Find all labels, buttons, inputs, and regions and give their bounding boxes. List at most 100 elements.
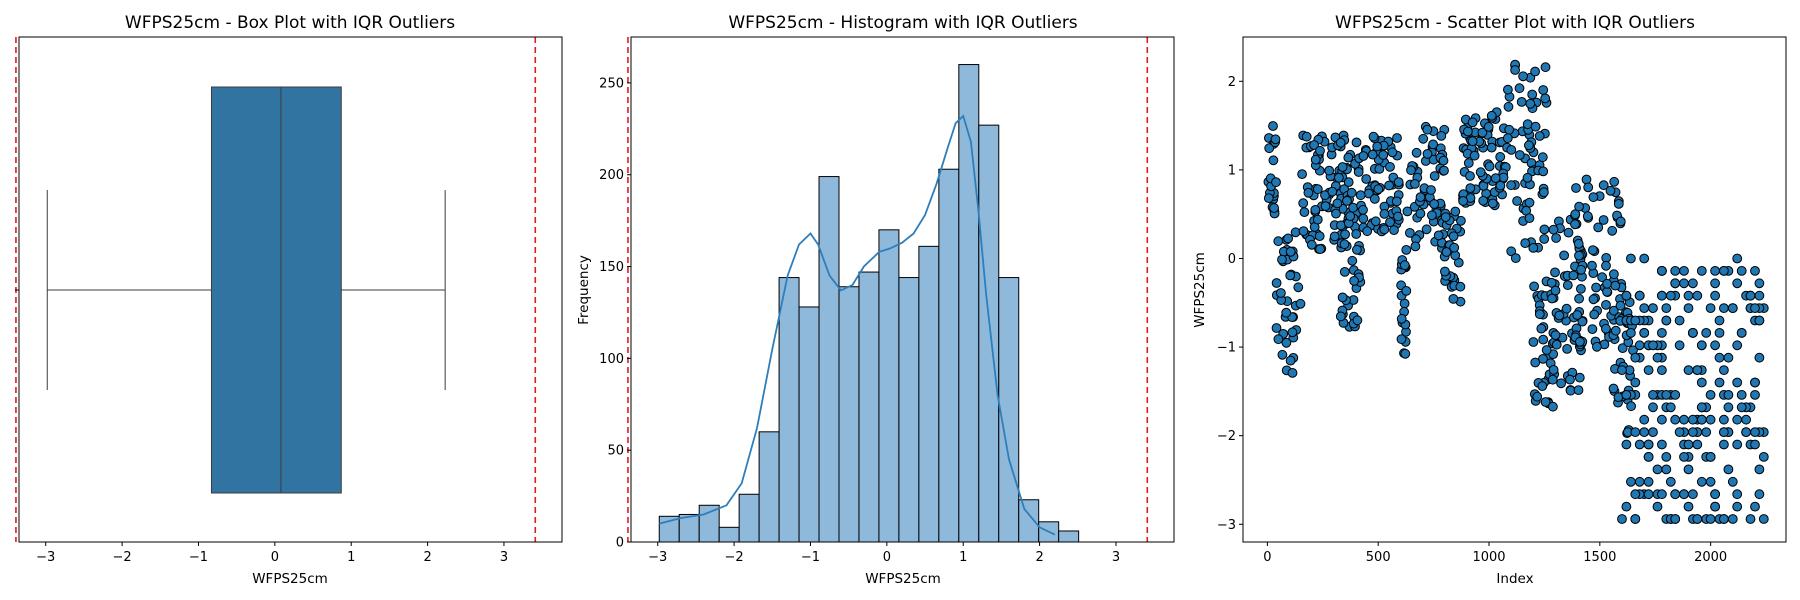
scatter-point: [1702, 329, 1711, 338]
scatter-point: [1572, 184, 1581, 193]
scatter-point: [1411, 242, 1420, 251]
scatter-point: [1359, 206, 1368, 215]
histogram-y-tick-label: 150: [599, 260, 624, 275]
scatter-point: [1649, 403, 1658, 412]
scatter-point: [1671, 515, 1680, 524]
histogram-bar: [939, 169, 959, 542]
scatter-x-label: Index: [1496, 571, 1533, 587]
scatter-point: [1346, 212, 1355, 221]
scatter-point: [1392, 197, 1401, 206]
scatter-point: [1720, 304, 1729, 313]
scatter-point: [1711, 279, 1720, 288]
histogram-bar: [699, 505, 719, 542]
scatter-point: [1466, 184, 1475, 193]
scatter-point: [1640, 254, 1649, 263]
scatter-point: [1394, 212, 1403, 221]
histogram-x-label: WFPS25cm: [865, 571, 941, 587]
scatter-point: [1491, 174, 1500, 183]
scatter-point: [1264, 194, 1273, 203]
scatter-point: [1298, 170, 1307, 179]
scatter-y-tick-label: 1: [1228, 163, 1236, 178]
scatter-point: [1611, 326, 1620, 335]
scatter-point: [1441, 213, 1450, 222]
scatter-point: [1521, 239, 1530, 248]
scatter-point: [1335, 173, 1344, 182]
scatter-point: [1459, 197, 1468, 206]
scatter-point: [1711, 490, 1720, 499]
scatter-point: [1304, 188, 1313, 197]
scatter-point: [1644, 477, 1653, 486]
scatter-point: [1370, 195, 1379, 204]
scatter-point: [1653, 502, 1662, 511]
scatter-point: [1354, 168, 1363, 177]
scatter-point: [1564, 228, 1573, 237]
scatter-point: [1622, 291, 1631, 300]
scatter-point: [1653, 465, 1662, 474]
histogram-x-tick-label: 1: [959, 550, 967, 565]
scatter-point: [1548, 375, 1557, 384]
scatter-title: WFPS25cm - Scatter Plot with IQR Outlier…: [1335, 13, 1695, 33]
scatter-point: [1397, 335, 1406, 344]
scatter-point: [1684, 291, 1693, 300]
scatter-point: [1511, 254, 1520, 263]
scatter-x-tick-label: 0: [1263, 550, 1271, 565]
scatter-x-tick-label: 1000: [1472, 550, 1505, 565]
scatter-point: [1706, 415, 1715, 424]
scatter-point: [1724, 465, 1733, 474]
scatter-point: [1666, 403, 1675, 412]
scatter-point: [1531, 67, 1540, 76]
scatter-point: [1662, 316, 1671, 325]
scatter-axes-frame: [1243, 37, 1786, 542]
scatter-point: [1566, 375, 1575, 384]
scatter-point: [1407, 166, 1416, 175]
scatter-point: [1728, 304, 1737, 313]
scatter-point: [1724, 403, 1733, 412]
scatter-point: [1715, 378, 1724, 387]
scatter-point: [1737, 329, 1746, 338]
scatter-point: [1614, 200, 1623, 209]
scatter-point: [1671, 415, 1680, 424]
scatter-point: [1742, 428, 1751, 437]
histogram-x-tick-label: −1: [801, 550, 820, 565]
scatter-point: [1574, 239, 1583, 248]
scatter-point: [1338, 293, 1347, 302]
scatter-point: [1649, 304, 1658, 313]
scatter-point: [1400, 261, 1409, 270]
scatter-point: [1697, 415, 1706, 424]
scatter-point: [1525, 198, 1534, 207]
scatter-point: [1751, 428, 1760, 437]
scatter-point: [1359, 214, 1368, 223]
scatter-point: [1529, 244, 1538, 253]
scatter-point: [1540, 188, 1549, 197]
boxplot-title: WFPS25cm - Box Plot with IQR Outliers: [125, 13, 455, 33]
scatter-point: [1555, 311, 1564, 320]
scatter-point: [1328, 187, 1337, 196]
boxplot-x-tick-label: 1: [347, 550, 355, 565]
scatter-point: [1702, 428, 1711, 437]
scatter-point: [1284, 234, 1293, 243]
scatter-point: [1588, 261, 1597, 270]
scatter-point: [1402, 246, 1411, 255]
scatter-point: [1359, 152, 1368, 161]
histogram-bar: [1059, 531, 1079, 542]
scatter-point: [1589, 246, 1598, 255]
scatter-point: [1488, 199, 1497, 208]
histogram-bar: [759, 432, 779, 542]
scatter-point: [1582, 175, 1591, 184]
scatter-point: [1751, 391, 1760, 400]
scatter-point: [1333, 199, 1342, 208]
histogram-y-label: Frequency: [576, 255, 592, 325]
scatter-point: [1602, 324, 1611, 333]
scatter-point: [1588, 325, 1597, 334]
scatter-point: [1269, 156, 1278, 165]
histogram-bar: [819, 177, 839, 542]
scatter-point: [1751, 502, 1760, 511]
histogram-x-tick-label: −2: [725, 550, 744, 565]
scatter-point: [1338, 163, 1347, 172]
scatter-point: [1733, 490, 1742, 499]
scatter-point: [1733, 440, 1742, 449]
scatter-point: [1720, 267, 1729, 276]
scatter-point: [1551, 331, 1560, 340]
scatter-point: [1689, 329, 1698, 338]
